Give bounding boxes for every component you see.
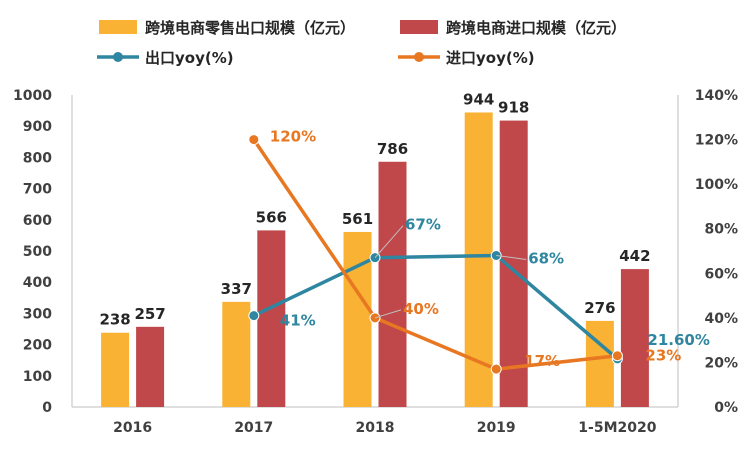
lines [248,134,623,375]
y-left-tick-label: 300 [23,306,52,322]
export-yoy-label: 67% [405,216,441,234]
import-bar-label: 257 [134,305,165,323]
import-yoy-point [248,134,260,146]
y-right-tick-label: 0% [714,400,738,416]
legend-swatch [99,20,137,34]
export-bar [222,301,251,407]
import-yoy-label: 17% [524,352,560,370]
legend-label: 跨境电商零售出口规模（亿元） [145,19,355,37]
import-bar-label: 786 [377,140,408,158]
leader-line [374,309,402,319]
y-left-tick-label: 600 [23,213,52,229]
export-bar-label: 561 [342,210,373,228]
legend-swatch [400,20,438,34]
import-bar-label: 442 [619,247,650,265]
import-yoy-line [252,138,618,371]
export-yoy-label: 41% [280,312,316,330]
y-right-tick-label: 40% [704,311,738,327]
import-bar [257,230,286,407]
y-left-tick-label: 1000 [13,88,52,104]
legend-import-yoy: 进口yoy(%) [398,49,535,67]
x-tick-label: 1-5M2020 [578,420,656,436]
import-bar-label: 918 [498,99,529,117]
y-right-tick-label: 120% [695,133,738,149]
export-yoy-label: 21.60% [647,331,709,349]
import-yoy-label: 40% [403,300,439,318]
export-bar-label: 337 [221,280,252,298]
import-yoy-point [611,350,623,362]
y-right-tick-label: 140% [695,88,738,104]
legend-import-scale: 跨境电商进口规模（亿元） [400,19,626,37]
leader-line [496,254,527,260]
export-bar-label: 276 [584,299,615,317]
y-left-tick-label: 900 [23,119,52,135]
import-yoy-label: 23% [645,347,681,365]
export-bar-label: 238 [99,311,130,329]
y-right-tick-label: 80% [704,222,738,238]
legend-export-scale: 跨境电商零售出口规模（亿元） [99,19,355,37]
legend-label: 出口yoy(%) [145,49,234,67]
x-tick-label: 2019 [477,420,516,436]
legend-label: 进口yoy(%) [446,49,535,67]
import-bar [136,326,165,407]
y-right-tick-label: 100% [695,177,738,193]
legend: 跨境电商零售出口规模（亿元） 跨境电商进口规模（亿元） 出口yoy(%) 进口yoy(… [97,19,626,67]
legend-label: 跨境电商进口规模（亿元） [446,19,626,37]
y-right-tick-label: 60% [704,266,738,282]
y-right-tick-label: 20% [704,355,738,371]
y-left-tick-label: 700 [23,182,52,198]
export-yoy-line [253,253,619,361]
y-left-tick-label: 100 [23,369,52,385]
import-bar-label: 566 [256,208,287,226]
y-left-tick-label: 200 [23,338,52,354]
axes: 0 100 200 300 400 500 600 700 800 900 1000 0% 20% 40%… [13,88,738,436]
export-bar [101,332,130,407]
export-bar [343,231,372,407]
import-yoy-point [490,363,502,375]
export-yoy-point [248,310,260,322]
legend-export-yoy: 出口yoy(%) [97,49,234,67]
export-bar-label: 944 [463,90,494,108]
y-left-tick-label: 0 [42,400,52,416]
import-yoy-label: 120% [270,128,316,146]
y-left-tick-label: 800 [23,150,52,166]
x-tick-label: 2016 [113,420,152,436]
x-tick-label: 2018 [356,420,395,436]
legend-marker [113,52,123,62]
import-bar [620,269,649,407]
import-bar [378,161,407,407]
legend-marker [414,52,424,62]
export-yoy-label: 68% [528,249,564,267]
y-left-tick-label: 500 [23,244,52,260]
data-labels: 238 337 561 944 276 257 566 786 918 442 41% 67% 68% 2… [99,90,709,370]
y-left-tick-label: 400 [23,275,52,291]
leader-line [374,225,404,259]
x-tick-label: 2017 [234,420,273,436]
